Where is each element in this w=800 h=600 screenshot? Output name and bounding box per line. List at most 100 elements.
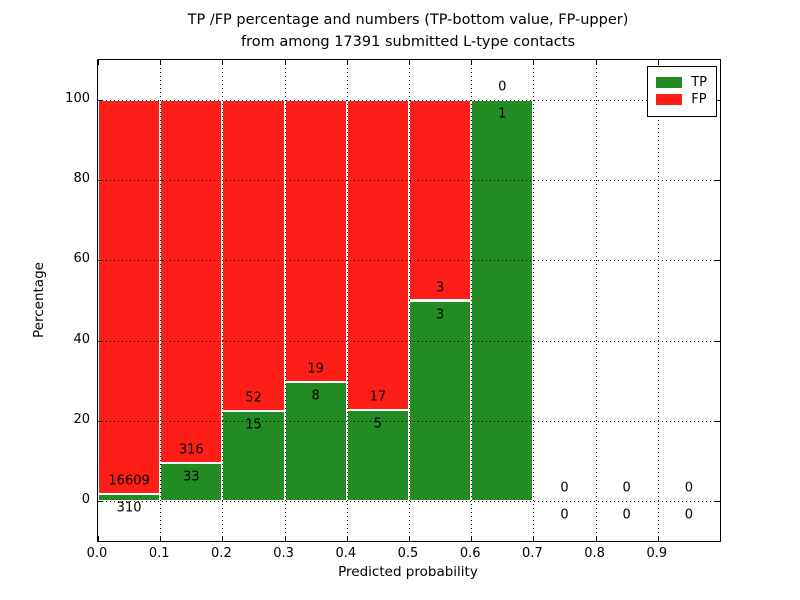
bar-count-label-tp: 0 <box>560 507 569 523</box>
y-tick-mark-right <box>715 180 720 182</box>
gridline-vertical <box>471 60 473 541</box>
bar-count-label-tp: 33 <box>183 469 200 485</box>
bar-segment-fp <box>160 100 223 463</box>
gridline-vertical <box>657 60 659 541</box>
legend-swatch-tp-icon <box>656 77 683 88</box>
legend-item-tp: TP <box>656 75 707 90</box>
y-tick-label: 0 <box>81 491 90 507</box>
bar-segment-fp <box>284 100 347 383</box>
bar-segment-fp <box>409 100 472 301</box>
bar-count-label-tp: 3 <box>435 307 445 322</box>
x-tick-mark-top <box>471 60 473 65</box>
y-tick-label: 100 <box>65 91 90 107</box>
bar-segment-fp <box>222 100 285 412</box>
y-tick-mark <box>98 180 103 182</box>
x-tick-label: 0.4 <box>335 546 357 561</box>
x-tick-mark <box>471 536 473 541</box>
bar-segment-tp <box>284 382 347 501</box>
bar-count-label-tp: 5 <box>373 416 383 432</box>
x-tick-mark-top <box>595 60 597 65</box>
y-tick-mark <box>98 420 103 422</box>
x-tick-mark-top <box>160 60 162 65</box>
x-tick-label: 0.5 <box>397 546 419 561</box>
legend: TP FP <box>647 66 717 117</box>
legend-label-fp: FP <box>691 92 707 107</box>
y-tick-label: 60 <box>73 251 90 267</box>
y-tick-mark <box>98 500 103 502</box>
y-tick-mark-right <box>715 340 720 342</box>
chart-title-line1: TP /FP percentage and numbers (TP-bottom… <box>187 12 629 28</box>
bar-count-label-fp: 0 <box>498 79 507 95</box>
gridline-horizontal <box>98 420 720 422</box>
bar-segment-fp <box>98 100 161 494</box>
x-tick-label: 0.6 <box>459 546 481 561</box>
x-tick-mark-top <box>657 60 659 65</box>
bar-count-label-tp: 0 <box>684 507 694 523</box>
x-tick-label: 0.0 <box>86 546 108 561</box>
gridline-horizontal <box>98 340 720 342</box>
x-tick-mark-top <box>533 60 535 65</box>
y-tick-mark <box>98 260 103 262</box>
x-tick-mark <box>346 536 348 541</box>
x-tick-mark <box>657 536 659 541</box>
bar-segment-tp <box>98 493 161 501</box>
bar-count-label-fp: 0 <box>560 480 569 496</box>
bar-count-label-tp: 0 <box>622 507 631 523</box>
gridline-vertical <box>284 60 286 541</box>
y-tick-mark-right <box>715 260 720 262</box>
x-tick-label: 0.7 <box>522 546 543 561</box>
gridline-vertical <box>533 60 535 541</box>
gridline-horizontal <box>98 180 720 182</box>
bar-segment-tp <box>471 100 534 501</box>
x-tick-mark-top <box>284 60 286 65</box>
bar-count-label-fp: 0 <box>684 480 694 496</box>
bar-count-label-tp: 1 <box>498 106 507 122</box>
x-tick-mark <box>222 536 224 541</box>
x-tick-mark-top <box>222 60 224 65</box>
gridline-horizontal <box>98 100 720 102</box>
legend-label-tp: TP <box>691 75 707 90</box>
bar-count-label-tp: 310 <box>116 500 142 516</box>
bar-count-label-fp: 0 <box>622 480 631 496</box>
gridline-horizontal <box>98 500 720 502</box>
y-tick-mark-right <box>715 500 720 502</box>
y-axis-label: Percentage <box>31 262 47 338</box>
bar-count-label-tp: 8 <box>311 388 320 404</box>
x-tick-mark <box>284 536 286 541</box>
y-tick-mark-right <box>715 100 720 102</box>
x-tick-mark <box>160 536 162 541</box>
gridline-horizontal <box>98 260 720 262</box>
bar-segment-fp <box>346 100 409 410</box>
x-tick-label: 0.9 <box>646 546 668 561</box>
x-tick-mark <box>595 536 597 541</box>
chart-title-line2: from among 17391 submitted L-type contac… <box>240 34 576 51</box>
bar-count-label-tp: 15 <box>245 417 262 433</box>
plot-area: TP FP 16609 310 316 33 52 15 19 8 17 5 3 3 0 1 0 0 0 0 0 0 <box>97 59 721 542</box>
x-tick-mark <box>98 536 99 541</box>
gridline-vertical <box>160 60 162 541</box>
bar-count-label-fp: 17 <box>369 389 387 405</box>
bar-count-label-fp: 19 <box>307 361 324 377</box>
legend-item-fp: FP <box>656 92 707 107</box>
x-tick-label: 0.1 <box>148 546 170 561</box>
y-tick-mark <box>98 340 103 342</box>
gridline-vertical <box>346 60 348 541</box>
gridline-vertical <box>595 60 597 541</box>
x-tick-mark <box>409 536 410 541</box>
bar-segment-tp <box>409 300 472 501</box>
x-tick-mark <box>533 536 535 541</box>
gridline-vertical <box>409 60 410 541</box>
gridline-vertical <box>222 60 224 541</box>
chart-title: TP /FP percentage and numbers (TP-bottom… <box>97 9 719 54</box>
y-tick-mark-right <box>715 420 720 422</box>
bar-count-label-fp: 16609 <box>108 473 150 489</box>
x-tick-label: 0.3 <box>273 546 294 561</box>
x-axis-label: Predicted probability <box>338 564 478 580</box>
x-tick-label: 0.2 <box>211 546 232 561</box>
bar-count-label-fp: 316 <box>178 442 204 458</box>
x-tick-mark-top <box>409 60 410 65</box>
y-tick-mark <box>98 100 103 102</box>
y-tick-label: 20 <box>73 411 90 427</box>
legend-swatch-fp-icon <box>656 94 683 105</box>
